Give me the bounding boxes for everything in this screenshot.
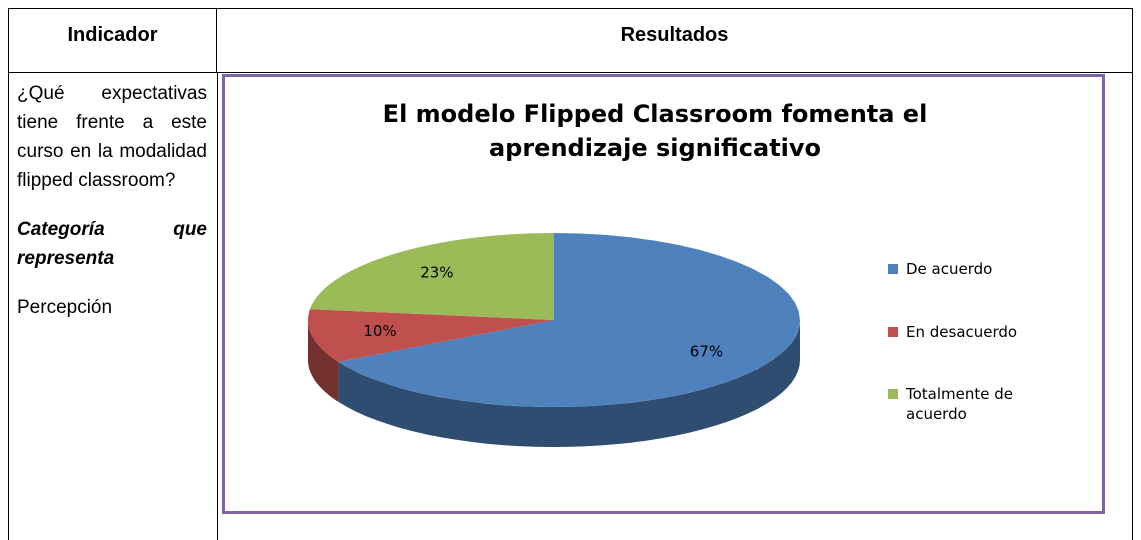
legend-label: Totalmente de acuerdo: [906, 385, 1014, 423]
pie-chart: 67% 10% 23%: [308, 233, 800, 447]
legend-item: De acuerdo: [888, 259, 1106, 279]
pie-slice: [308, 309, 554, 362]
pie-side: [338, 320, 800, 447]
data-label: 10%: [363, 322, 396, 340]
column-divider: [217, 73, 218, 540]
legend-swatch: [888, 327, 898, 337]
chart-frame: El modelo Flipped Classroom fomenta el a…: [222, 74, 1105, 514]
legend-label: De acuerdo: [906, 260, 993, 278]
chart-title: El modelo Flipped Classroom fomenta el a…: [382, 100, 928, 162]
legend-label: En desacuerdo: [906, 323, 1018, 341]
pie-slice: [309, 233, 554, 320]
question: ¿Qué expectativas tiene frente a este cu…: [17, 83, 207, 191]
category-label: Categoría que representa: [17, 219, 207, 269]
data-label: 23%: [420, 264, 453, 282]
legend-swatch: [888, 389, 898, 399]
pie-side: [308, 320, 339, 402]
table: Indicador Resultados ¿Qué expectativas t…: [8, 8, 1133, 540]
data-label: 67%: [690, 342, 723, 360]
legend-item: En desacuerdo: [888, 322, 1106, 342]
pie-slice: [338, 233, 800, 407]
indicator-cell: ¿Qué expectativas tiene frente a este cu…: [9, 73, 217, 322]
header-cell: Resultados: [217, 9, 1132, 73]
category: Percepción: [17, 297, 113, 318]
legend-item: Totalmente de acuerdo: [888, 384, 1056, 424]
legend-swatch: [888, 264, 898, 274]
header-cell: Indicador: [9, 9, 217, 73]
